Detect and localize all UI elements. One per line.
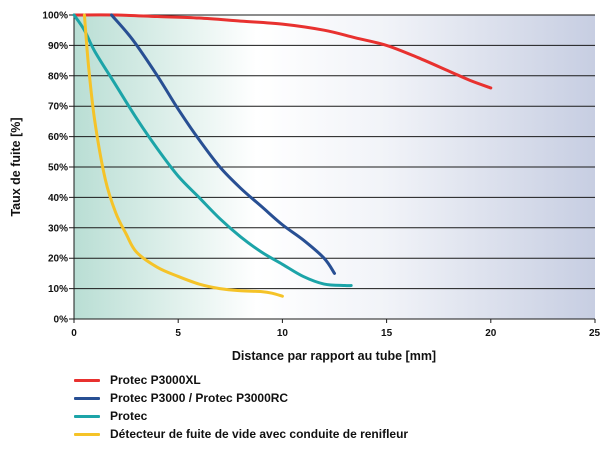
series-line-3 (82, 13, 284, 298)
x-axis-title: Distance par rapport au tube [mm] (232, 349, 436, 363)
series-lines (72, 13, 493, 298)
y-tick-label: 90% (48, 41, 68, 52)
legend-label-1: Protec P3000 / Protec P3000RC (110, 391, 289, 405)
y-tick-label: 0% (54, 315, 69, 326)
y-tick-label: 80% (48, 71, 68, 82)
x-tick-label: 0 (71, 328, 77, 339)
series-line-2 (72, 13, 353, 288)
legend-item: Protec P3000XL (74, 371, 408, 389)
legend-swatch-0 (74, 378, 100, 382)
x-tick-label: 15 (381, 328, 393, 339)
legend-swatch-3 (74, 432, 100, 436)
x-tick-label: 25 (589, 328, 601, 339)
legend-item: Détecteur de fuite de vide avec conduite… (74, 425, 408, 443)
legend-item: Protec (74, 407, 408, 425)
legend-swatch-2 (74, 414, 100, 418)
legend-swatch-1 (74, 396, 100, 400)
y-tick-label: 40% (48, 193, 68, 204)
x-tick-label: 5 (175, 328, 181, 339)
y-tick-label: 30% (48, 223, 68, 234)
y-tick-label: 20% (48, 254, 68, 265)
series-line-0 (72, 13, 493, 90)
y-tick-label: 100% (42, 11, 68, 22)
y-tick-label: 10% (48, 284, 68, 295)
x-axis-ticks: 0 5 10 15 20 25 (71, 319, 601, 339)
x-tick-label: 20 (485, 328, 497, 339)
legend-label-0: Protec P3000XL (110, 373, 201, 387)
y-axis-title: Taux de fuite [%] (9, 117, 23, 216)
x-tick-label: 10 (277, 328, 289, 339)
chart: 0% 10% 20% 30% 40% 50% 60% 70% 80% 90% 100% 0 5 10 15… (9, 11, 601, 364)
y-tick-label: 50% (48, 163, 68, 174)
legend: Protec P3000XL Protec P3000 / Protec P30… (74, 371, 408, 443)
y-tick-label: 70% (48, 102, 68, 113)
y-axis-ticks: 0% 10% 20% 30% 40% 50% 60% 70% 80% 90% 100% (42, 11, 68, 326)
legend-label-3: Détecteur de fuite de vide avec conduite… (110, 427, 409, 441)
series-line-1 (110, 13, 336, 275)
legend-item: Protec P3000 / Protec P3000RC (74, 389, 408, 407)
legend-label-2: Protec (110, 409, 148, 423)
y-tick-label: 60% (48, 132, 68, 143)
